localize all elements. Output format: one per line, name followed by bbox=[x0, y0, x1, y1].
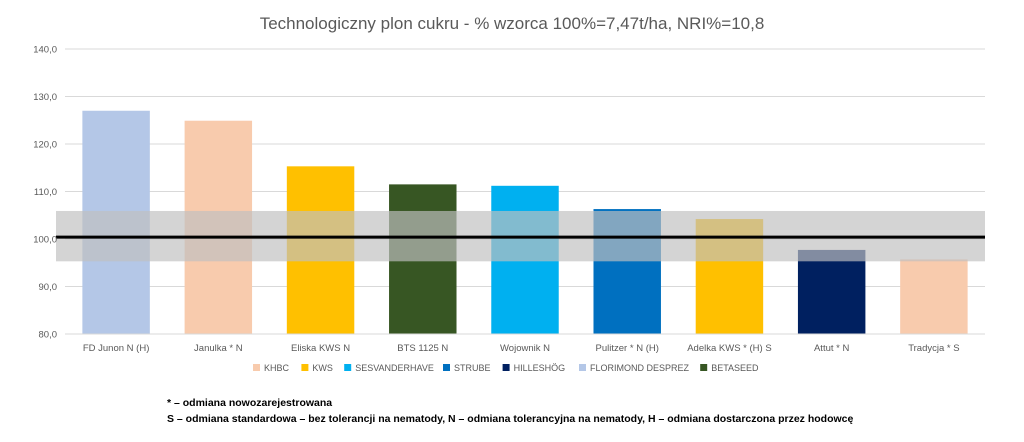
legend-label: KWS bbox=[312, 363, 333, 373]
y-tick-label: 130,0 bbox=[33, 92, 57, 103]
x-tick-label: Adelka KWS * (H) S bbox=[687, 343, 771, 354]
legend-label: STRUBE bbox=[454, 363, 491, 373]
legend-swatch bbox=[344, 364, 352, 371]
footnote-abbreviations: S – odmiana standardowa – bez tolerancji… bbox=[167, 413, 854, 425]
legend-swatch bbox=[700, 364, 708, 371]
x-tick-label: Attut * N bbox=[814, 343, 850, 354]
legend-swatch bbox=[443, 364, 450, 371]
x-tick-label: Wojownik N bbox=[500, 343, 550, 354]
legend-swatch bbox=[579, 364, 586, 371]
footnote-new-variety: * – odmiana nowozarejestrowana bbox=[167, 397, 333, 409]
y-tick-label: 80,0 bbox=[39, 330, 58, 341]
legend-label: SESVANDERHAVE bbox=[355, 363, 434, 373]
y-tick-label: 120,0 bbox=[33, 140, 57, 151]
legend-swatch bbox=[301, 364, 309, 371]
x-tick-label: Tradycja * S bbox=[908, 343, 959, 354]
x-tick-label: Eliska KWS N bbox=[291, 343, 350, 354]
bar bbox=[797, 249, 866, 334]
y-tick-label: 110,0 bbox=[34, 187, 57, 198]
legend-swatch bbox=[502, 364, 510, 371]
y-tick-label: 90,0 bbox=[39, 282, 58, 293]
legend-swatch bbox=[253, 364, 260, 371]
x-tick-label: BTS 1125 N bbox=[397, 343, 448, 354]
y-tick-label: 140,0 bbox=[33, 45, 57, 56]
chart-title: Technologiczny plon cukru - % wzorca 100… bbox=[260, 14, 765, 33]
bar bbox=[900, 259, 968, 334]
bar-chart: Technologiczny plon cukru - % wzorca 100… bbox=[33, 14, 985, 373]
legend-label: BETASEED bbox=[711, 363, 759, 373]
x-tick-label: FD Junon N (H) bbox=[83, 343, 150, 354]
x-tick-label: Janulka * N bbox=[194, 343, 243, 354]
legend-label: KHBC bbox=[264, 363, 290, 373]
legend-label: HILLESHÖG bbox=[514, 363, 566, 373]
legend-label: FLORIMOND DESPREZ bbox=[590, 363, 690, 373]
y-tick-label: 100,0 bbox=[33, 235, 57, 246]
x-tick-label: Pulitzer * N (H) bbox=[596, 343, 659, 354]
